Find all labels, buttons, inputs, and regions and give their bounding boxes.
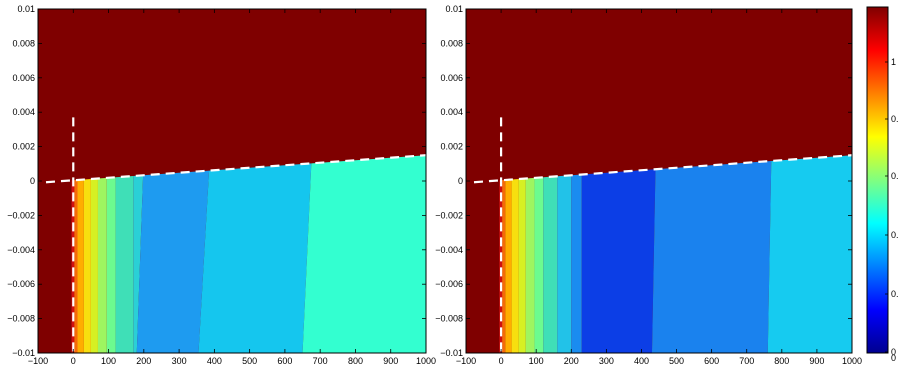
- colorbar-tick-label-6: 0: [891, 353, 896, 363]
- right-band-9: [571, 174, 582, 353]
- left-y-tick-label-10: 0.01: [17, 4, 35, 14]
- left-y-tick-label-4: −0.002: [7, 210, 35, 220]
- right-band-1: [502, 179, 506, 353]
- colorbar-tick-label-4: 0.: [891, 289, 898, 299]
- heatmap-panel-right: −100 0 100 200 300 400 500 600 700 800 900 1000 −0.0…: [435, 4, 862, 366]
- right-band-10: [581, 169, 656, 353]
- left-x-tick-label-2: 100: [101, 356, 116, 366]
- right-x-tick-label-9: 800: [774, 356, 789, 366]
- left-y-tick-label-8: 0.006: [12, 73, 35, 83]
- right-x-tick-label-10: 900: [809, 356, 824, 366]
- left-x-tick-label-9: 800: [348, 356, 363, 366]
- colorbar-tick-label-0: 1: [891, 57, 896, 67]
- left-x-tick-label-4: 300: [172, 356, 187, 366]
- right-y-tick-label-0: −0.01: [440, 348, 463, 358]
- left-y-tick-label-9: 0.008: [12, 38, 35, 48]
- left-x-tick-label-0: −100: [28, 356, 48, 366]
- left-band-8: [133, 175, 144, 353]
- left-band-3: [83, 178, 91, 353]
- right-x-tick-label-4: 300: [599, 356, 614, 366]
- left-y-tick-label-3: −0.004: [7, 245, 35, 255]
- left-x-tick-label-6: 500: [242, 356, 257, 366]
- right-y-tick-label-7: 0.004: [440, 107, 463, 117]
- right-band-5: [525, 177, 535, 353]
- right-y-tick-label-8: 0.006: [440, 73, 463, 83]
- right-y-tick-label-9: 0.008: [440, 38, 463, 48]
- right-y-tick-label-5: 0: [458, 176, 463, 186]
- right-x-tick-label-8: 700: [739, 356, 754, 366]
- left-x-tick-label-7: 600: [277, 356, 292, 366]
- right-x-tick-label-1: 0: [499, 356, 504, 366]
- right-band-8: [557, 175, 572, 353]
- left-band-5: [97, 177, 107, 353]
- left-x-tick-label-11: 1000: [416, 356, 436, 366]
- right-band-4: [518, 178, 526, 353]
- right-band-7: [543, 176, 558, 353]
- right-y-tick-label-2: −0.006: [435, 279, 463, 289]
- right-x-tick-label-6: 500: [669, 356, 684, 366]
- right-x-tick-label-2: 100: [529, 356, 544, 366]
- left-y-tick-label-7: 0.004: [12, 107, 35, 117]
- colorbar-gradient: [866, 6, 889, 354]
- left-band-4: [90, 178, 98, 353]
- colorbar: 1 0. 0. 0. 0. 00: [866, 6, 898, 363]
- right-x-tick-label-5: 400: [634, 356, 649, 366]
- colorbar-tick-label-1: 0.: [891, 114, 898, 124]
- right-band-6: [534, 177, 544, 353]
- right-y-tick-label-1: −0.008: [435, 314, 463, 324]
- right-x-tick-label-3: 200: [564, 356, 579, 366]
- left-x-tick-label-1: 0: [71, 356, 76, 366]
- right-plot-area: [466, 9, 852, 353]
- colorbar-tick-label-2: 0.: [891, 171, 898, 181]
- left-band-0: [71, 180, 75, 353]
- left-band-9: [136, 170, 210, 353]
- right-y-tick-label-4: −0.002: [435, 210, 463, 220]
- right-band-12: [767, 155, 852, 353]
- left-y-tick-label-6: 0.002: [12, 142, 35, 152]
- heatmap-panel-left: −100 0 100 200 300 400 500 600 700 800 900 1000 −0.0…: [7, 4, 436, 366]
- colorbar-tick-label-5: 0: [891, 347, 896, 357]
- left-band-10: [198, 163, 312, 353]
- right-x-tick-label-0: −100: [456, 356, 476, 366]
- right-slanted-boundary-line: [473, 154, 853, 184]
- right-x-tick-label-7: 600: [704, 356, 719, 366]
- left-band-11: [302, 155, 426, 353]
- right-y-tick-label-10: 0.01: [445, 4, 463, 14]
- left-x-tick-label-5: 400: [207, 356, 222, 366]
- left-x-tick-label-8: 700: [313, 356, 328, 366]
- left-y-tick-label-1: −0.008: [7, 314, 35, 324]
- left-y-tick-label-5: 0: [30, 176, 35, 186]
- left-band-7: [115, 175, 134, 353]
- right-band-0: [499, 180, 503, 353]
- right-band-11: [651, 160, 772, 353]
- left-x-tick-label-10: 900: [383, 356, 398, 366]
- left-x-tick-label-3: 200: [136, 356, 151, 366]
- left-band-6: [106, 177, 116, 353]
- left-plot-area: [38, 9, 426, 353]
- right-band-2: [505, 179, 512, 353]
- right-x-tick-label-11: 1000: [842, 356, 862, 366]
- right-y-tick-label-3: −0.004: [435, 245, 463, 255]
- left-band-2: [77, 179, 84, 353]
- left-slanted-boundary-line: [45, 154, 427, 184]
- left-band-1: [74, 179, 78, 353]
- right-y-tick-label-6: 0.002: [440, 142, 463, 152]
- colorbar-tick-label-3: 0.: [891, 230, 898, 240]
- left-y-tick-label-2: −0.006: [7, 279, 35, 289]
- right-band-3: [511, 178, 519, 353]
- left-y-tick-label-0: −0.01: [12, 348, 35, 358]
